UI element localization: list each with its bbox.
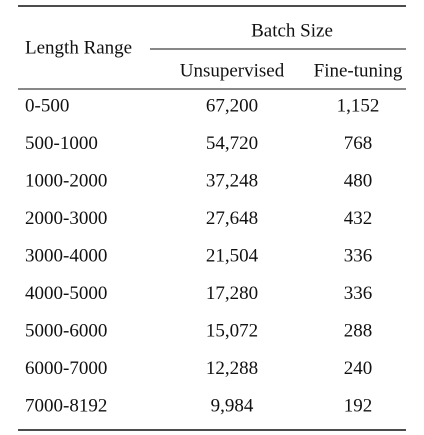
row-label: 3000-4000 bbox=[25, 245, 107, 266]
cell: 54,720 bbox=[206, 133, 258, 154]
row-label: 500-1000 bbox=[25, 133, 98, 154]
cell: 15,072 bbox=[206, 320, 258, 341]
cell: 21,504 bbox=[206, 245, 259, 266]
cell: 240 bbox=[344, 358, 373, 379]
row-label: 1000-2000 bbox=[25, 170, 107, 191]
row-label: 7000-8192 bbox=[25, 395, 107, 416]
row-label: 6000-7000 bbox=[25, 358, 107, 379]
cell: 480 bbox=[344, 170, 373, 191]
cell: 288 bbox=[344, 320, 373, 341]
cell: 9,984 bbox=[211, 395, 254, 416]
cell: 768 bbox=[344, 133, 373, 154]
cell: 1,152 bbox=[337, 95, 380, 116]
cell: 192 bbox=[344, 395, 373, 416]
cell: 17,280 bbox=[206, 283, 258, 304]
row-label: 4000-5000 bbox=[25, 283, 107, 304]
cell: 336 bbox=[344, 283, 373, 304]
column-header: Unsupervised bbox=[180, 60, 285, 81]
cell: 12,288 bbox=[206, 358, 258, 379]
group-header: Batch Size bbox=[251, 20, 333, 41]
row-label: 2000-3000 bbox=[25, 208, 107, 229]
cell: 336 bbox=[344, 245, 373, 266]
cell: 67,200 bbox=[206, 95, 258, 116]
column-header: Fine-tuning bbox=[314, 60, 403, 81]
row-label: 0-500 bbox=[25, 95, 69, 116]
cell: 27,648 bbox=[206, 208, 258, 229]
row-label: 5000-6000 bbox=[25, 320, 107, 341]
cell: 37,248 bbox=[206, 170, 258, 191]
row-label-header: Length Range bbox=[25, 37, 132, 58]
cell: 432 bbox=[344, 208, 373, 229]
